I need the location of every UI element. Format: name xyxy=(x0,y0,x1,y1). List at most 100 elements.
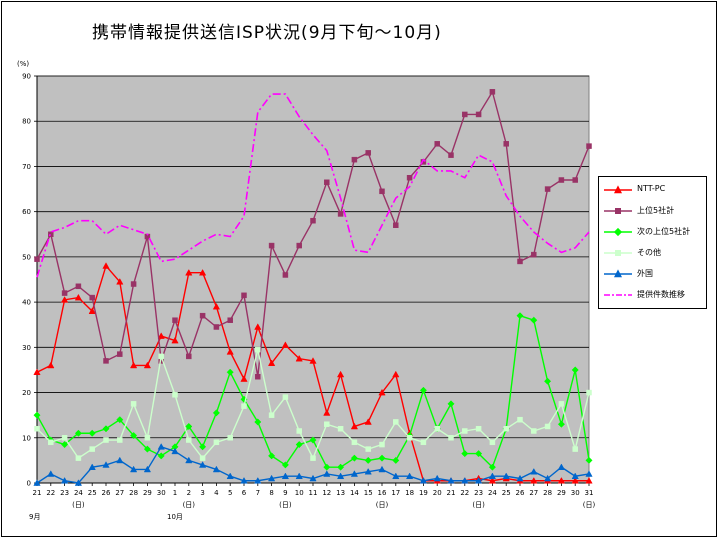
point-0-8 xyxy=(143,361,152,369)
point-0-21 xyxy=(323,409,331,416)
point-0-22 xyxy=(336,370,345,378)
x-tick-label: 13 xyxy=(336,489,345,497)
y-tick-label: 30 xyxy=(22,344,31,352)
point-1-21 xyxy=(324,179,330,186)
point-4-37 xyxy=(543,474,552,482)
point-4-19 xyxy=(295,472,303,480)
x-tick-label: 9 xyxy=(283,489,287,497)
y-tick-label: 0 xyxy=(27,480,31,488)
x-tick-label: 28 xyxy=(129,489,138,497)
x-tick-label: 5 xyxy=(228,489,232,497)
point-3-39 xyxy=(572,446,578,452)
legend-label: 提供件数推移 xyxy=(637,290,685,299)
point-1-25 xyxy=(379,188,385,195)
point-4-14 xyxy=(226,472,234,480)
point-1-29 xyxy=(434,141,440,147)
x-sub-label: (日) xyxy=(376,501,389,509)
point-4-13 xyxy=(212,465,221,473)
point-0-36 xyxy=(530,477,538,484)
point-4-6 xyxy=(116,456,124,464)
point-4-28 xyxy=(419,477,428,484)
point-3-22 xyxy=(337,425,344,432)
point-2-35 xyxy=(516,312,524,320)
x-tick-label: 30 xyxy=(157,489,166,497)
point-1-36 xyxy=(531,251,537,258)
x-tick-label: 27 xyxy=(529,489,538,497)
point-2-25 xyxy=(378,454,386,462)
point-3-31 xyxy=(462,428,468,434)
point-3-23 xyxy=(351,439,358,446)
point-1-23 xyxy=(351,156,358,163)
point-4-21 xyxy=(323,470,331,477)
point-1-18 xyxy=(282,272,289,278)
point-4-17 xyxy=(267,474,276,482)
point-2-8 xyxy=(143,445,151,453)
point-2-19 xyxy=(295,441,303,449)
point-4-22 xyxy=(336,472,345,480)
point-1-12 xyxy=(199,312,206,319)
point-1-19 xyxy=(296,242,302,249)
point-0-5 xyxy=(102,262,110,269)
y-tick-label: 60 xyxy=(22,208,31,216)
legend-label: 上位5社計 xyxy=(637,206,675,215)
point-2-6 xyxy=(116,416,124,424)
point-4-25 xyxy=(378,465,386,473)
point-3-10 xyxy=(172,392,178,398)
point-4-1 xyxy=(47,470,55,477)
x-tick-label: 14 xyxy=(350,489,359,497)
point-2-17 xyxy=(268,452,276,460)
point-0-4 xyxy=(88,307,96,314)
point-4-32 xyxy=(474,477,483,484)
legend-item: NTT-PC xyxy=(599,181,707,199)
point-1-38 xyxy=(558,177,565,183)
point-3-0 xyxy=(34,425,40,432)
point-0-1 xyxy=(47,361,55,369)
y-tick-label: 90 xyxy=(22,73,31,81)
x-tick-label: 25 xyxy=(88,489,97,497)
x-sub-label: (日) xyxy=(583,501,596,509)
point-0-9 xyxy=(157,332,165,339)
point-2-38 xyxy=(557,420,565,428)
x-month-label: 9月 xyxy=(29,513,40,521)
point-3-3 xyxy=(75,455,82,461)
point-0-11 xyxy=(185,269,193,276)
x-sub-label: (日) xyxy=(72,501,85,509)
x-tick-label: 30 xyxy=(571,489,580,497)
point-2-13 xyxy=(212,409,220,417)
legend-item: 上位5社計 xyxy=(599,202,707,220)
point-3-1 xyxy=(48,439,54,446)
point-3-33 xyxy=(489,439,496,446)
point-2-30 xyxy=(447,400,455,408)
point-1-13 xyxy=(213,324,220,330)
point-4-31 xyxy=(461,477,469,484)
x-tick-label: 12 xyxy=(322,489,331,497)
point-0-3 xyxy=(74,293,83,301)
point-2-39 xyxy=(571,366,579,374)
point-2-9 xyxy=(157,452,165,460)
x-tick-label: 8 xyxy=(269,489,273,497)
point-1-30 xyxy=(448,152,454,158)
point-3-9 xyxy=(158,353,164,360)
point-3-15 xyxy=(241,403,247,409)
point-3-35 xyxy=(517,416,523,423)
point-2-12 xyxy=(199,443,207,451)
point-4-4 xyxy=(88,463,96,470)
point-3-19 xyxy=(296,428,302,434)
point-1-17 xyxy=(268,242,275,249)
point-1-34 xyxy=(503,141,509,147)
y-tick-label: 10 xyxy=(22,434,31,442)
point-2-20 xyxy=(309,436,317,444)
legend-swatch xyxy=(604,185,632,194)
point-1-26 xyxy=(393,222,399,228)
point-4-30 xyxy=(447,477,455,484)
x-tick-label: 26 xyxy=(516,489,525,497)
point-3-4 xyxy=(89,446,95,452)
point-4-18 xyxy=(281,472,290,480)
point-1-11 xyxy=(186,353,192,360)
point-3-14 xyxy=(227,435,233,441)
point-1-33 xyxy=(489,89,496,95)
point-0-24 xyxy=(364,418,372,425)
point-1-3 xyxy=(75,283,82,290)
point-0-25 xyxy=(378,388,386,396)
x-tick-label: 7 xyxy=(256,489,260,497)
